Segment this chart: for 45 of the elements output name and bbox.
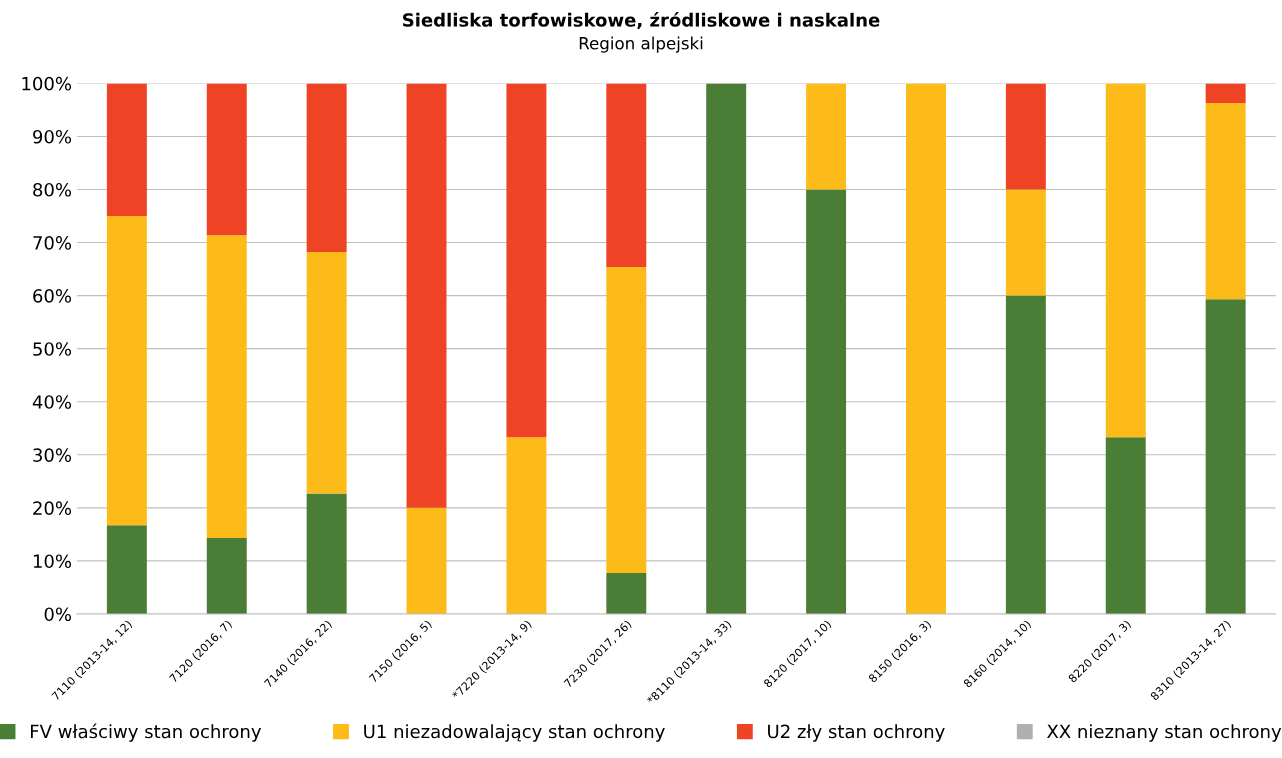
bar [1205,103,1246,300]
bar [1005,295,1046,614]
bar [506,83,547,438]
bar [806,189,847,614]
bar [1205,83,1246,104]
chart-subtitle: Region alpejski [579,36,703,53]
y-tick-label: 40% [32,395,72,409]
y-tick-label: 80% [33,182,72,197]
y-tick-label: 0% [44,607,72,622]
bar [1105,437,1146,614]
y-tick-label: 70% [33,236,72,250]
bar [306,252,347,494]
bar [606,573,647,614]
y-tick-label: 90% [33,129,72,144]
y-tick-label: 10% [33,554,72,569]
bar [706,83,747,614]
bar [506,437,547,614]
bar [106,83,147,217]
bar [406,83,447,508]
bar [1005,83,1046,190]
bar [1205,299,1246,614]
legend-label: FV właściwy stan ochrony [30,723,262,742]
y-tick-label: 100% [22,76,72,91]
bar [106,216,147,526]
legend-label: U1 niezadowalający stan ochrony [364,724,665,742]
bar [206,538,247,614]
bar [306,83,347,253]
bar [606,266,647,574]
bar [206,235,247,539]
bar [206,83,247,236]
bar [1105,83,1146,438]
bar [306,493,347,614]
bar [806,83,847,190]
legend-label: XX nieznany stan ochrony [1046,724,1282,742]
y-tick-label: 30% [33,448,72,462]
bar [606,83,647,267]
bar [406,507,447,614]
chart-title: Siedliska torfowiskowe, źródliskowe i naskalne [403,12,880,30]
y-tick-label: 50% [33,342,72,356]
legend-label: U2 zły stan ochrony [768,724,945,742]
y-tick-label: 60% [33,289,72,303]
bar [106,525,147,614]
bar [1005,189,1046,296]
bar [906,83,946,614]
y-tick-label: 20% [33,501,72,515]
